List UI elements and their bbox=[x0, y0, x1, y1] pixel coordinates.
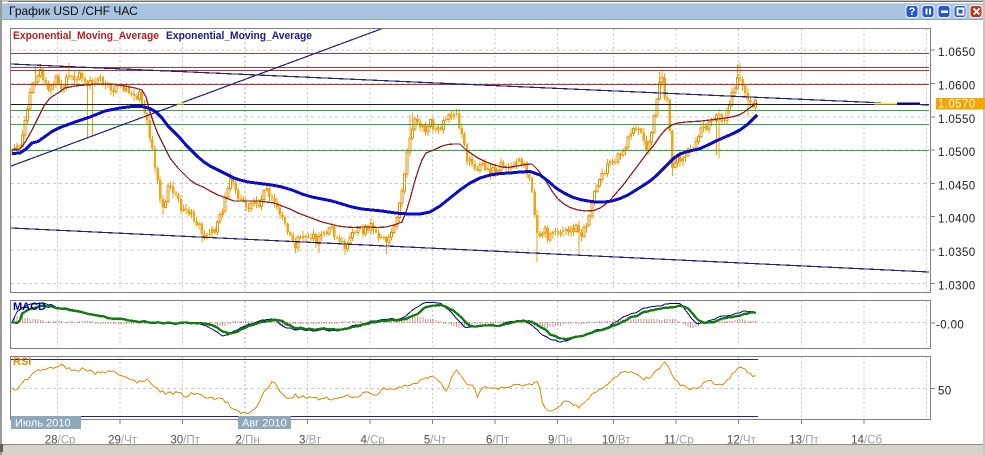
svg-text:1.0300: 1.0300 bbox=[938, 280, 976, 292]
svg-text:12/Чт: 12/Чт bbox=[727, 435, 757, 447]
svg-text:10/Вт: 10/Вт bbox=[602, 435, 631, 447]
svg-text:?: ? bbox=[909, 6, 916, 18]
svg-text:1.0400: 1.0400 bbox=[938, 214, 976, 226]
svg-text:Exponential_Moving_Average: Exponential_Moving_Average bbox=[13, 30, 159, 42]
svg-text:График USD /CHF ЧАС: График USD /CHF ЧАС bbox=[9, 4, 138, 18]
svg-text:4/Ср: 4/Ср bbox=[360, 435, 384, 447]
svg-text:28/Ср: 28/Ср bbox=[45, 435, 76, 447]
svg-text:9/Пн: 9/Пн bbox=[548, 435, 572, 447]
svg-text:29/Чт: 29/Чт bbox=[108, 435, 138, 447]
svg-text:1.0350: 1.0350 bbox=[938, 247, 976, 259]
svg-text:1.0450: 1.0450 bbox=[938, 180, 976, 192]
svg-text:11/Ср: 11/Ср bbox=[664, 435, 694, 447]
svg-text:2/Пн: 2/Пн bbox=[235, 435, 259, 447]
svg-text:Авг 2010: Авг 2010 bbox=[242, 418, 287, 430]
svg-text:6/Пт: 6/Пт bbox=[486, 435, 510, 447]
svg-text:3/Вт: 3/Вт bbox=[299, 435, 322, 447]
svg-text:Июль 2010: Июль 2010 bbox=[15, 418, 71, 430]
svg-text:Exponential_Moving_Average: Exponential_Moving_Average bbox=[166, 30, 312, 42]
svg-text:1.0550: 1.0550 bbox=[938, 114, 976, 126]
svg-text:30/Пт: 30/Пт bbox=[170, 435, 200, 447]
svg-text:14/Сб: 14/Сб bbox=[851, 435, 882, 447]
svg-text:1.0570: 1.0570 bbox=[938, 99, 976, 111]
svg-text:1.0600: 1.0600 bbox=[938, 81, 976, 93]
svg-text:50: 50 bbox=[938, 386, 952, 398]
svg-text:1.0650: 1.0650 bbox=[938, 47, 976, 59]
svg-text:5/Чт: 5/Чт bbox=[424, 435, 447, 447]
svg-text:1.0500: 1.0500 bbox=[938, 147, 976, 159]
svg-text:MACD: MACD bbox=[13, 301, 46, 313]
svg-text:13/Пт: 13/Пт bbox=[789, 435, 819, 447]
svg-text:-0.00: -0.00 bbox=[936, 320, 964, 332]
svg-text:RSI: RSI bbox=[13, 356, 31, 368]
